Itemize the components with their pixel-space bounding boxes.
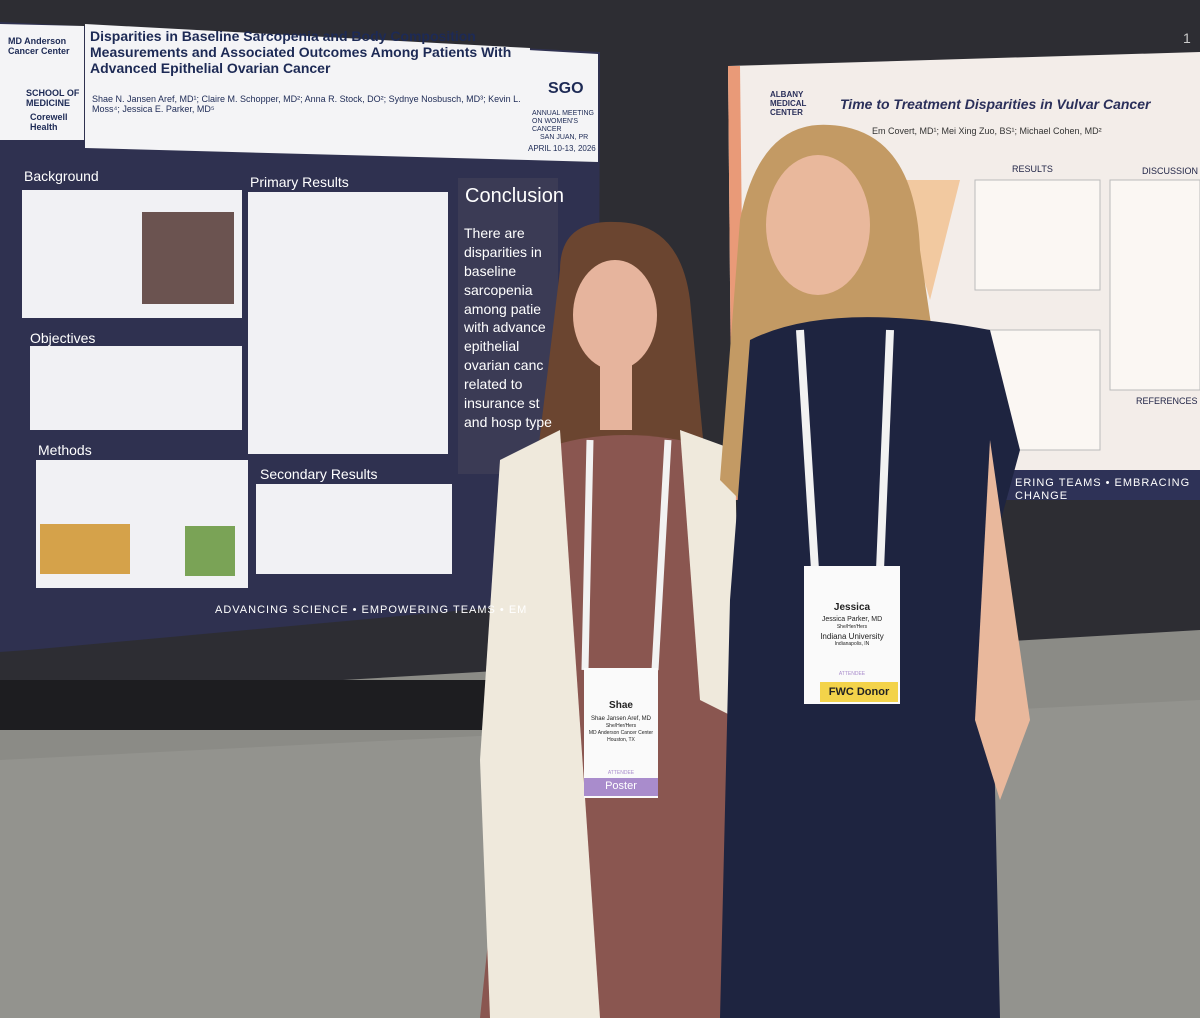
badge-role: ATTENDEE bbox=[607, 770, 635, 776]
sgo-logo: SGO bbox=[548, 80, 584, 97]
cardigan-left bbox=[480, 430, 600, 1018]
section-heading: Secondary Results bbox=[260, 466, 378, 482]
face-left bbox=[573, 260, 657, 370]
ribbon-right bbox=[820, 682, 898, 702]
badge-org: Indiana University bbox=[820, 632, 884, 641]
badge-first-name: Jessica bbox=[833, 602, 871, 613]
corner-label: 1 bbox=[1183, 30, 1191, 46]
cardigan-right-side bbox=[680, 430, 740, 720]
sgo-meeting: ANNUAL MEETING ON WOMEN'S CANCER bbox=[532, 110, 594, 134]
ribbon-left bbox=[584, 778, 658, 796]
section-heading: Primary Results bbox=[250, 174, 349, 190]
results-table bbox=[974, 179, 1101, 291]
section-heading: Objectives bbox=[30, 330, 96, 346]
conclusion-text: There are disparities in baseline sarcop… bbox=[464, 225, 552, 430]
section-heading: Background bbox=[24, 168, 99, 184]
conclusion-heading: Conclusion bbox=[465, 185, 564, 207]
logo-text: SCHOOL OF MEDICINE bbox=[26, 88, 80, 109]
primary-results-box bbox=[248, 192, 448, 454]
section-heading: REFERENCES bbox=[1136, 396, 1198, 406]
badge-org: MD Anderson Cancer Center bbox=[588, 730, 654, 736]
objectives-box bbox=[30, 346, 242, 430]
sgo-bg bbox=[528, 50, 598, 162]
badge-right bbox=[804, 566, 900, 704]
map-image bbox=[185, 526, 235, 576]
secondary-results-box bbox=[256, 484, 452, 574]
poster-authors: Shae N. Jansen Aref, MD¹; Claire M. Scho… bbox=[92, 94, 521, 115]
section-heading: RESULTS bbox=[1012, 164, 1053, 174]
badge-role: ATTENDEE bbox=[838, 671, 866, 677]
section-heading: DISCUSSION bbox=[1142, 166, 1199, 176]
poster-logos-bg bbox=[0, 24, 84, 140]
badge-city: Houston, TX bbox=[607, 737, 635, 743]
badge-full-name: Jessica Parker, MD bbox=[821, 616, 883, 623]
badge-left bbox=[584, 668, 658, 798]
poster-banner: ADVANCING SCIENCE • EMPOWERING TEAMS • E… bbox=[215, 604, 528, 616]
badge-ribbon: FWC Donor bbox=[828, 686, 890, 698]
neck-left bbox=[600, 360, 632, 430]
badge-first-name: Shae bbox=[609, 700, 633, 711]
lanyard-right bbox=[796, 329, 894, 571]
arm-right bbox=[975, 440, 1030, 800]
poster-banner: ERING TEAMS • EMBRACING CHANGE bbox=[1015, 477, 1191, 502]
badge-ribbon: Poster bbox=[605, 780, 637, 792]
logo-text: Corewell Health bbox=[30, 112, 68, 133]
poster-header bbox=[85, 24, 530, 160]
badge-pronouns: She/Her/Hers bbox=[605, 723, 637, 729]
badge-full-name: Shae Jansen Aref, MD bbox=[590, 716, 652, 722]
body-comp-image bbox=[40, 524, 130, 574]
sgo-dates: APRIL 10-13, 2026 bbox=[528, 144, 596, 153]
logo-text: ALBANY MEDICAL CENTER bbox=[770, 90, 807, 118]
section-heading: Methods bbox=[38, 442, 92, 458]
discussion-box bbox=[1109, 179, 1200, 391]
poster-title: Disparities in Baseline Sarcopenia and B… bbox=[90, 28, 512, 77]
badge-pronouns: She/Her/Hers bbox=[836, 624, 868, 630]
sgo-place: SAN JUAN, PR bbox=[540, 134, 589, 141]
face-right bbox=[766, 155, 870, 295]
ct-images bbox=[142, 212, 234, 304]
badge-city: Indianapolis, IN bbox=[834, 641, 870, 647]
poster-title: Time to Treatment Disparities in Vulvar … bbox=[840, 96, 1151, 112]
logo-text: MD Anderson Cancer Center bbox=[8, 36, 70, 57]
poster-authors: Em Covert, MD¹; Mei Xing Zuo, BS¹; Micha… bbox=[872, 126, 1102, 136]
lanyard-left bbox=[581, 439, 672, 671]
